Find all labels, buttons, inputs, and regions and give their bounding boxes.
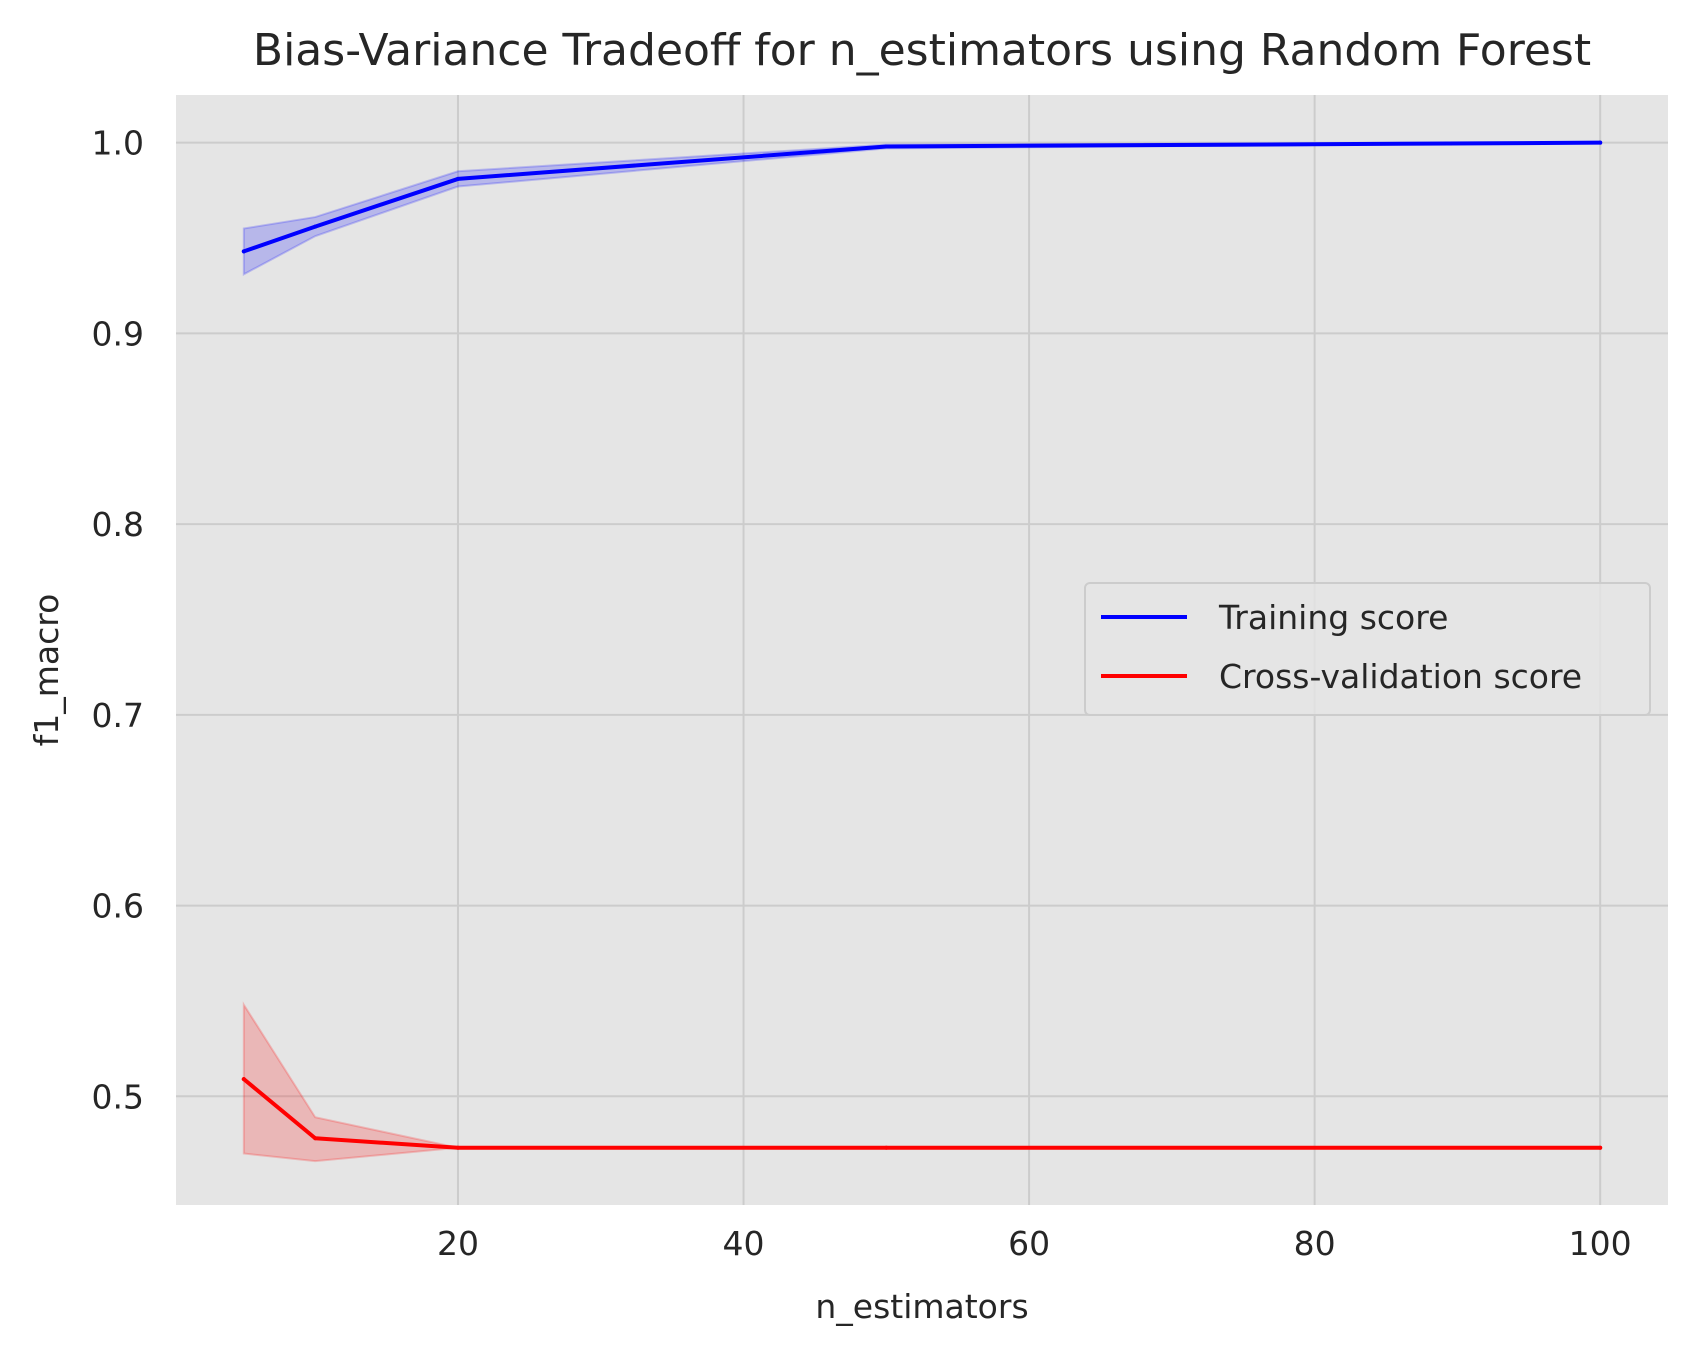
y-tick-label: 0.5: [92, 1077, 144, 1116]
x-tick-label: 20: [437, 1224, 479, 1263]
legend: Training score Cross-validation score: [1084, 582, 1651, 716]
y-axis-label: f1_macro: [27, 594, 66, 747]
data-point-cross-validation-score: [313, 1136, 318, 1141]
chart-title: Bias-Variance Tradeoff for n_estimators …: [253, 25, 1591, 76]
series-lines: [241, 140, 1603, 1150]
y-tick-label: 0.6: [92, 887, 144, 926]
data-point-training-score: [241, 249, 246, 254]
y-tick-label: 0.9: [92, 314, 144, 353]
x-tick-label: 60: [1008, 1224, 1050, 1263]
legend-box: [1084, 582, 1651, 716]
x-tick-label: 40: [723, 1224, 765, 1263]
data-point-training-score: [313, 224, 318, 229]
data-point-training-score: [884, 144, 889, 149]
data-point-cross-validation-score: [1598, 1145, 1603, 1150]
tick-labels: 20 40 60 80 100 0.5 0.6 0.7 0.8 0.9 1.0: [92, 124, 1632, 1263]
y-tick-label: 0.7: [92, 696, 144, 735]
y-tick-label: 1.0: [92, 124, 144, 163]
x-axis-label: n_estimators: [815, 1287, 1028, 1326]
data-point-cross-validation-score: [455, 1145, 460, 1150]
x-tick-label: 80: [1294, 1224, 1336, 1263]
data-point-training-score: [455, 176, 460, 181]
data-point-training-score: [1598, 140, 1603, 145]
data-point-cross-validation-score: [884, 1145, 889, 1150]
legend-label-cross-validation: Cross-validation score: [1219, 657, 1582, 696]
legend-label-training: Training score: [1218, 598, 1448, 637]
x-tick-label: 100: [1569, 1224, 1632, 1263]
data-point-cross-validation-score: [241, 1077, 246, 1082]
y-tick-label: 0.8: [92, 505, 144, 544]
